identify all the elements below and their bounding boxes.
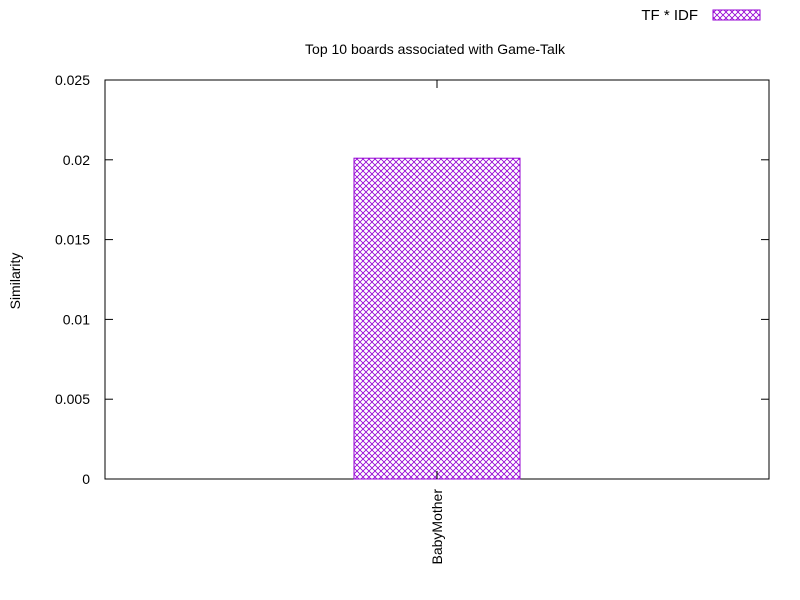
y-tick-label: 0.01 (63, 311, 90, 327)
y-tick-label: 0.02 (63, 152, 90, 168)
y-axis-label: Similarity (7, 253, 23, 310)
legend-label: TF * IDF (641, 7, 698, 24)
x-axis: BabyMother (429, 80, 445, 564)
x-tick-label: BabyMother (429, 489, 445, 565)
bar (353, 157, 521, 480)
legend: TF * IDF (641, 7, 761, 24)
y-axis: 0 0.005 0.01 0.015 0.02 0.025 (55, 72, 769, 487)
y-tick-label: 0.015 (55, 232, 90, 248)
y-tick-label: 0 (82, 471, 90, 487)
y-tick-label: 0.025 (55, 72, 90, 88)
legend-swatch (712, 9, 761, 21)
chart-title: Top 10 boards associated with Game-Talk (305, 41, 566, 57)
y-tick-label: 0.005 (55, 391, 90, 407)
bars (353, 157, 521, 480)
